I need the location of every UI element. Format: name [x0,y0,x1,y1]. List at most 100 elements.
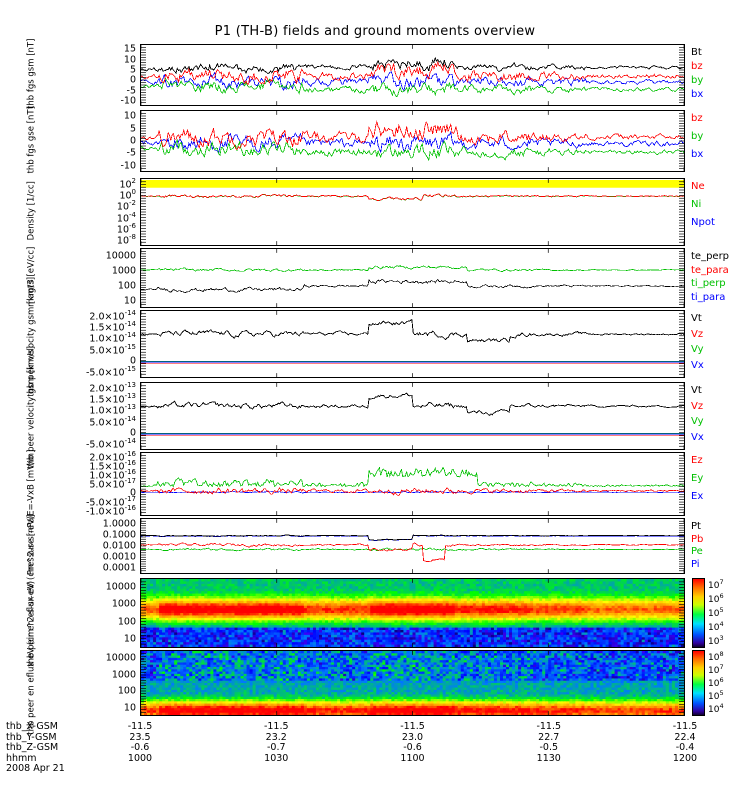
legend-item-vx: Vx [691,431,704,443]
y-tick-label: 5 [129,64,136,76]
legend-item-ni: Ni [691,199,702,210]
peer-colorbar [692,650,705,716]
plot-panel-efield [140,452,685,516]
colorbar-tick-label: 106 [708,592,724,605]
y-tick-label: 0.0100 [102,540,136,552]
plot-panel-peir-velocity [140,310,685,378]
colorbar-tick-label: 105 [708,689,724,703]
y-tick-label: 10 [123,702,136,713]
y-tick-label: 1.5×10-16 [89,458,136,473]
x-axis-tick-value: -11.5 [672,721,698,732]
plot-panel-fgs-gse [140,110,685,172]
peir-colorbar [692,578,705,648]
colorbar-tick-label: 105 [708,606,724,619]
date-label: 2008 Apr 21 [6,763,65,774]
y-tick-label: 100 [117,279,136,291]
plot-panel-peer-eflux [140,650,685,716]
x-axis-tick-column: -11.5 23.2 -0.7 1030 [246,721,306,764]
legend-item-ne: Ne [691,181,705,192]
legend-item-te_para: te_para [691,264,729,276]
legend-item-ex: Ex [691,491,704,502]
y-tick-label: 10 [123,633,136,645]
x-axis-row-name: thb_X-GSM [6,721,58,732]
y-tick-label: -10 [120,160,136,172]
page-title: P1 (TH-B) fields and ground moments over… [214,24,536,39]
plot-panel-peir-eflux [140,578,685,648]
y-axis-ticks-peir-velocity: 2.0×10-14 1.5×10-14 1.0×10-14 5.0×10-15 0 -5.… [0,309,136,378]
y-tick-label: -1.0×10-16 [85,504,136,518]
y-tick-label: 100 [117,685,136,697]
y-axis-ticks-density: 102 100 10-2 10-4 10-6 10-8 [0,176,136,246]
y-tick-label: 100 [119,188,136,202]
legend-item-vz: Vz [691,328,704,340]
legend-item-vt: Vt [691,385,702,396]
x-axis-tick-value: 1130 [536,752,561,764]
x-axis-tick-value: -0.6 [403,742,422,753]
y-tick-label: 5.0×10-14 [89,414,136,428]
x-axis-tick-value: 1100 [400,752,425,764]
y-tick-label: 0 [129,427,136,439]
colorbar-tick-label: 107 [708,578,724,591]
y-tick-label: 5.0×10-17 [89,477,136,491]
x-axis-tick-column: -11.5 22.4 -0.4 1200 [655,721,715,764]
colorbar-tick-label: 104 [708,620,724,633]
y-tick-label: 1000 [111,669,136,680]
y-axis-ticks-fgs-gse: 10 5 0 -5 -10 [0,110,136,172]
y-tick-label: -5.0×10-17 [85,495,136,509]
legend-item-by: by [691,131,704,142]
y-axis-ticks-peer-velocity: 2.0×10-13 1.5×10-13 1.0×10-13 5.0×10-14 0 -5.… [0,380,136,451]
y-tick-label: 2.0×10-13 [89,380,136,394]
x-axis-tick-column: -11.5 23.5 -0.6 1000 [110,721,170,764]
x-axis-tick-value: -0.4 [675,742,695,753]
x-axis-tick-value: -11.5 [263,721,289,732]
x-axis-row-name: hhmm [6,752,37,764]
x-axis-tick-value: -11.5 [536,721,562,732]
legend-item-by: by [691,75,704,86]
y-tick-label: 102 [119,176,136,190]
y-tick-label: 1.0000 [102,517,136,529]
x-axis-tick-value: 23.2 [265,731,287,743]
plot-panel-fgs-gsm [140,44,685,106]
legend-item-vx: Vx [691,359,704,371]
x-axis-row-name: thb_Y-GSM [6,731,57,743]
y-tick-label: 5.0×10-15 [89,342,136,356]
plot-panel-peer-velocity [140,382,685,450]
y-axis-label-peer-eflux: thb peer en eflux eV (cm^2-s-sr-eV) [26,580,37,735]
legend-item-vy: Vy [691,416,704,427]
x-axis-row-name: thb_Z-GSM [6,742,59,753]
x-axis-tick-value: 1030 [264,752,289,764]
y-tick-label: 1.5×10-14 [89,320,136,334]
legend-item-te_perp: te_perp [691,251,730,262]
y-tick-label: 0 [129,135,136,147]
y-tick-label: 1000 [111,598,136,610]
y-axis-ticks-efield: 2.0×10-16 1.5×10-16 1.0×10-16 5.0×10-17 0 -5.… [0,449,136,518]
y-tick-label: 0 [129,74,136,86]
x-axis-row-names: thb_X-GSM thb_Y-GSM thb_Z-GSM hhmm 2008 Apr … [6,721,65,775]
x-axis-tick-column: -11.5 22.7 -0.5 1130 [519,721,579,764]
colorbar-tick-label: 104 [708,702,724,716]
x-axis-tick-value: 22.7 [538,731,560,743]
y-tick-label: 2.0×10-16 [89,449,136,463]
x-axis-tick-value: 1000 [127,752,153,764]
x-axis-tick-value: -11.5 [127,721,153,732]
y-tick-label: 10 [123,53,136,65]
y-tick-label: 10000 [105,581,136,592]
y-tick-label: 1.0×10-13 [89,403,136,417]
y-tick-label: 1.0×10-16 [89,468,136,482]
x-axis-tick-value: 23.5 [129,731,151,743]
y-tick-label: -5.0×10-14 [85,437,136,451]
plot-panel-magt3 [140,248,685,308]
legend-item-bt: Bt [691,47,702,58]
legend-item-vz: Vz [691,400,704,412]
y-tick-label: 100 [117,616,136,627]
y-axis-ticks-peer-eflux: 10000 1000 100 10 [0,650,136,716]
y-tick-label: 10000 [105,652,136,664]
y-axis-ticks-pressure: 1.0000 0.1000 0.0100 0.0010 0.0001 [0,518,136,574]
y-axis-ticks-magt3: 10000 1000 100 10 [0,248,136,308]
legend-item-bx: bx [691,89,704,100]
x-axis-tick-value: -11.5 [400,721,425,732]
x-axis-tick-value: -0.7 [266,742,286,753]
y-axis-ticks-peir-eflux: 10000 1000 100 10 [0,578,136,648]
colorbar-tick-label: 107 [708,662,724,676]
colorbar-tick-label: 106 [708,676,724,689]
